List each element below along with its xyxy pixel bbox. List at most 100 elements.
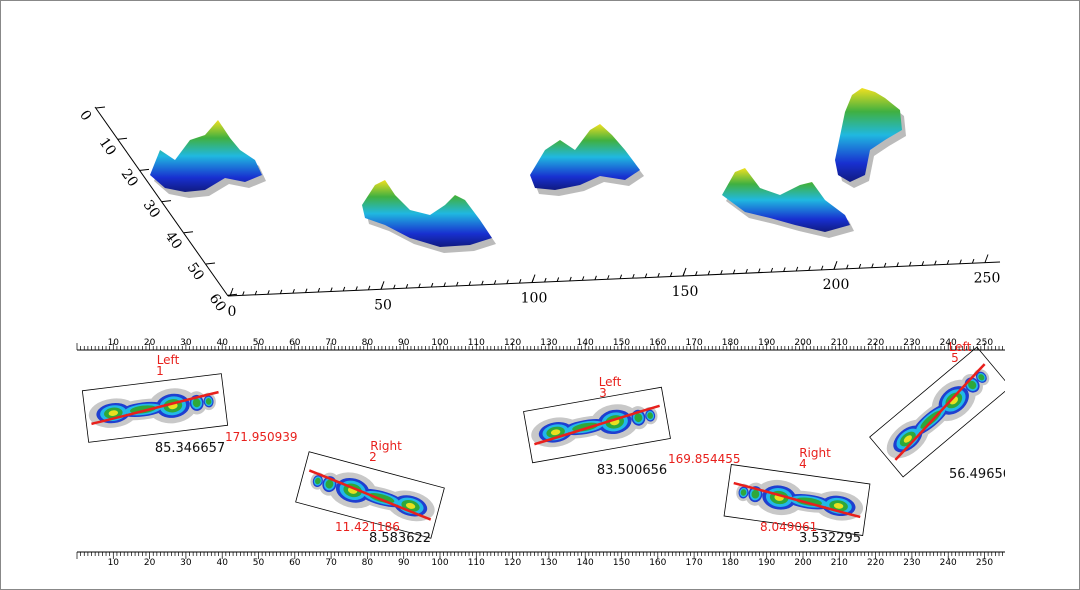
minor-tick bbox=[342, 286, 346, 292]
depth-axis bbox=[94, 106, 229, 297]
ruler-tick-label: 40 bbox=[216, 338, 228, 348]
step-number: 2 bbox=[369, 450, 377, 464]
depth-tick-label: 40 bbox=[162, 229, 185, 253]
ruler-tick-label: 110 bbox=[468, 338, 485, 348]
axis-line bbox=[308, 469, 432, 521]
red-measure: 169.854455 bbox=[668, 452, 741, 466]
ruler-tick-label: 150 bbox=[613, 558, 630, 568]
depth-tick-label: 0 bbox=[76, 107, 94, 123]
ruler-tick-label: 20 bbox=[144, 338, 156, 348]
ruler-tick-label: 230 bbox=[903, 558, 920, 568]
minor-tick bbox=[456, 281, 459, 287]
footprint bbox=[523, 386, 671, 464]
pressure-blob bbox=[634, 413, 643, 423]
minor-tick bbox=[946, 259, 950, 265]
minor-tick bbox=[279, 289, 283, 294]
depth-tick bbox=[161, 200, 172, 203]
ruler-tick-label: 250 bbox=[976, 558, 993, 568]
minor-tick bbox=[871, 263, 874, 268]
pressure-blob bbox=[108, 410, 119, 416]
ruler-tick-label: 180 bbox=[722, 338, 739, 348]
ruler-tick-label: 200 bbox=[794, 338, 811, 348]
depth-tick bbox=[117, 137, 128, 140]
surface-peak bbox=[835, 88, 902, 182]
minor-tick bbox=[405, 284, 409, 289]
pressure-blob bbox=[205, 398, 212, 405]
ruler-tick-label: 60 bbox=[289, 558, 301, 568]
ruler-tick-label: 40 bbox=[216, 558, 228, 568]
ruler-tick-label: 190 bbox=[758, 338, 775, 348]
minor-tick bbox=[682, 271, 685, 277]
minor-tick bbox=[695, 271, 698, 276]
minor-tick bbox=[707, 270, 711, 275]
ruler-tick-label: 50 bbox=[253, 558, 265, 568]
minor-tick bbox=[632, 273, 635, 279]
minor-tick bbox=[669, 272, 673, 277]
pressure-blob bbox=[315, 477, 321, 485]
footprint bbox=[295, 451, 445, 539]
rulers: 10 20 30 40 50 60 70 80 90 100 110 120 130 140 150 160 1… bbox=[76, 338, 1005, 568]
bounding-box bbox=[723, 464, 871, 536]
ruler-tick-label: 150 bbox=[613, 338, 630, 348]
minor-tick bbox=[430, 282, 434, 288]
ruler-tick-label: 200 bbox=[794, 558, 811, 568]
minor-tick bbox=[846, 264, 849, 269]
minor-tick bbox=[355, 286, 358, 291]
ruler-tick-label: 10 bbox=[108, 338, 120, 348]
axis-line bbox=[534, 404, 660, 446]
minor-tick bbox=[330, 287, 333, 292]
step-number: 3 bbox=[599, 386, 607, 400]
ruler-tick-label: 220 bbox=[867, 558, 884, 568]
minor-tick bbox=[720, 270, 723, 275]
red-measure: 11.421186 bbox=[335, 520, 400, 534]
pressure-blob bbox=[740, 489, 747, 496]
minor-tick bbox=[518, 278, 522, 284]
surface-peak bbox=[362, 180, 492, 247]
minor-tick bbox=[569, 276, 572, 282]
black-measure: 83.500656 bbox=[597, 463, 667, 478]
pressure-blob bbox=[368, 493, 395, 504]
ruler-tick-label: 80 bbox=[362, 558, 374, 568]
minor-tick bbox=[770, 267, 774, 273]
ruler-tick-label: 240 bbox=[940, 558, 957, 568]
black-measure: 8.583622 bbox=[369, 531, 431, 546]
pressure-blob bbox=[192, 398, 201, 408]
minor-tick bbox=[267, 290, 270, 295]
side-label: Left bbox=[949, 340, 972, 354]
pressure-blob bbox=[405, 502, 416, 509]
minor-tick bbox=[367, 285, 371, 291]
ruler-tick-label: 140 bbox=[577, 558, 594, 568]
depth-tick-label: 20 bbox=[118, 166, 141, 190]
ruler-tick-label: 80 bbox=[362, 338, 374, 348]
ruler-tick-label: 190 bbox=[758, 558, 775, 568]
ruler-tick-label: 130 bbox=[540, 338, 557, 348]
red-measure: 8.049061 bbox=[760, 520, 817, 534]
depth-tick bbox=[95, 106, 106, 109]
minor-tick bbox=[909, 261, 912, 267]
ruler-tick-label: 30 bbox=[180, 558, 192, 568]
step-number: 5 bbox=[951, 351, 959, 365]
minor-tick bbox=[594, 275, 597, 280]
x-tick-label: 50 bbox=[374, 297, 392, 313]
pressure-blob bbox=[325, 479, 334, 489]
ruler-tick-label: 90 bbox=[398, 338, 410, 348]
minor-tick bbox=[254, 290, 258, 296]
ruler-tick-label: 110 bbox=[468, 558, 485, 568]
minor-tick bbox=[795, 266, 799, 272]
x-tick bbox=[984, 254, 989, 263]
depth-tick bbox=[183, 231, 194, 234]
pressure-blob bbox=[968, 380, 977, 390]
bounding-box bbox=[523, 386, 671, 464]
minor-tick bbox=[292, 289, 295, 294]
ruler-tick-label: 120 bbox=[504, 338, 521, 348]
depth-tick-label: 60 bbox=[206, 291, 229, 315]
minor-tick bbox=[896, 262, 899, 267]
minor-tick bbox=[317, 287, 321, 293]
surface-peak bbox=[722, 168, 850, 232]
minor-tick bbox=[745, 268, 748, 274]
ruler-tick-label: 170 bbox=[686, 338, 703, 348]
ruler-tick-label: 170 bbox=[686, 558, 703, 568]
ruler-tick-label: 130 bbox=[540, 558, 557, 568]
depth-tick bbox=[205, 262, 216, 265]
bounding-box bbox=[295, 451, 445, 539]
